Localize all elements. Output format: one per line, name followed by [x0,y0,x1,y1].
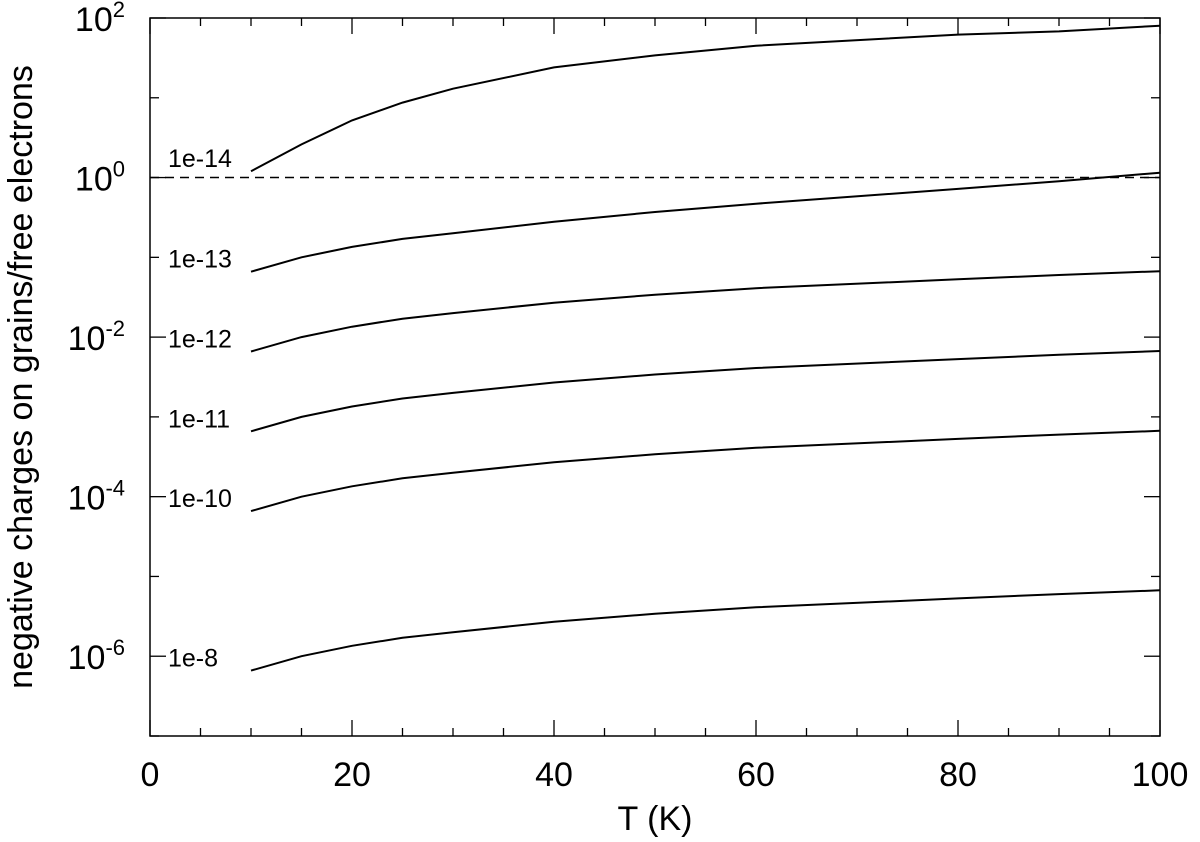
series-label-1e-12: 1e-12 [168,326,232,354]
y-axis-ticks: 102 100 10-2 10-4 10-6 [68,0,125,677]
series-line-1e-13 [250,171,1161,273]
plot-frame [149,17,1161,737]
y-tick-label: 10-6 [68,635,125,677]
y-axis-title: negative charges on grains/free electron… [2,65,40,689]
x-tick-label: 60 [737,756,775,794]
x-axis-ticks: 0 20 40 60 80 100 [141,756,1189,794]
series-line-1e-12 [250,270,1161,353]
y-tick-label: 10-2 [68,316,125,358]
series-line-1e-8 [250,589,1161,672]
y-tick-label: 102 [75,0,125,39]
series-labels: 1e-14 1e-13 1e-12 1e-11 1e-10 1e-8 [168,145,232,672]
x-tick-label: 100 [1132,756,1189,794]
series-line-1e-14 [250,24,1161,173]
minor-ticks [149,17,1161,737]
x-tick-label: 0 [141,756,160,794]
series-label-1e-13: 1e-13 [168,246,232,274]
series-line-1e-10 [250,429,1161,513]
x-tick-label: 20 [333,756,371,794]
y-tick-label: 10-4 [68,476,125,518]
series-label-1e-10: 1e-10 [168,485,232,513]
series-label-1e-11: 1e-11 [168,405,230,433]
x-axis-title: T (K) [618,800,693,838]
series-line-1e-11 [250,350,1161,433]
series-lines [250,24,1161,672]
series-label-1e-14: 1e-14 [168,145,232,173]
x-tick-label: 40 [535,756,573,794]
y-tick-label: 100 [75,157,125,199]
series-label-1e-8: 1e-8 [168,645,218,673]
x-tick-label: 80 [939,756,977,794]
